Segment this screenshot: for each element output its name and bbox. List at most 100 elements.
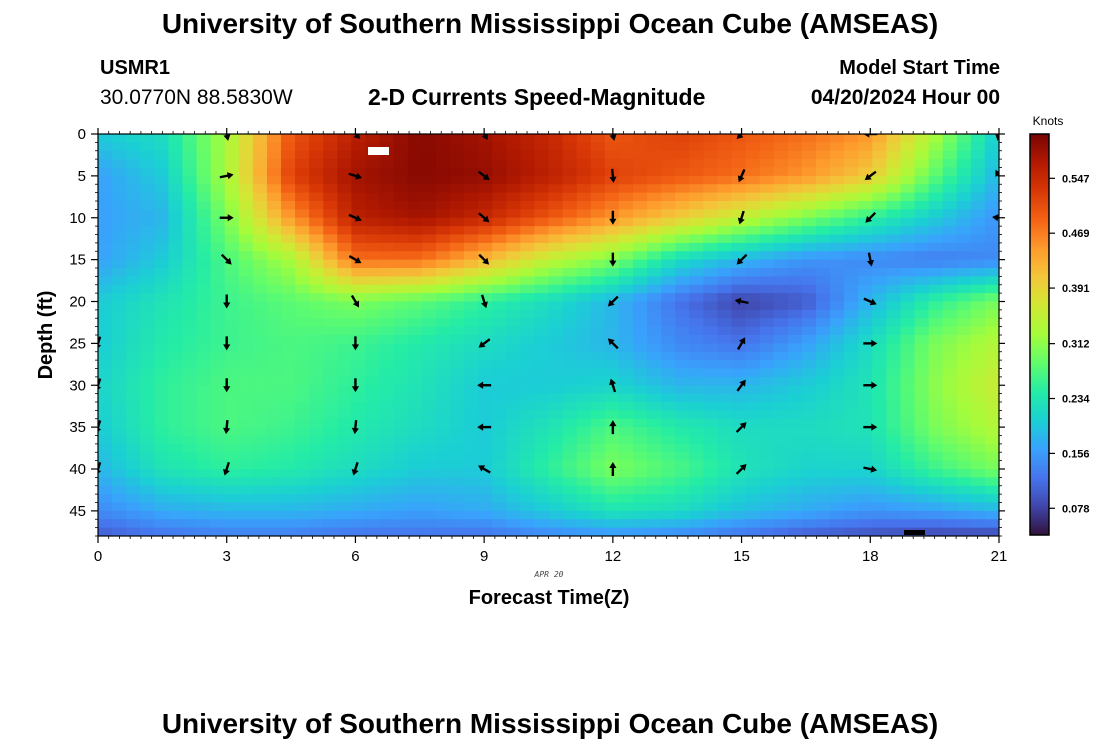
heatmap-cell: [787, 435, 803, 445]
heatmap-cell: [604, 485, 620, 495]
heatmap-cell: [759, 217, 775, 227]
heatmap-cell: [717, 335, 733, 344]
heatmap-cell: [604, 510, 620, 520]
heatmap-cell: [295, 268, 310, 277]
heatmap-cell: [745, 427, 761, 437]
heatmap-cell: [449, 527, 465, 536]
heatmap-cell: [337, 234, 353, 244]
heatmap-cell: [252, 268, 268, 277]
heatmap-cell: [295, 142, 310, 152]
heatmap-cell: [745, 175, 761, 185]
heatmap-cell: [984, 527, 999, 536]
heatmap-cell: [224, 150, 240, 160]
heatmap-cell: [492, 343, 507, 353]
heatmap-cell: [900, 293, 916, 303]
heatmap-cell: [182, 368, 198, 378]
heatmap-cell: [154, 217, 169, 227]
heatmap-cell: [351, 452, 367, 462]
arrow-head: [481, 134, 488, 141]
heatmap-cell: [604, 351, 620, 361]
heatmap-cell: [449, 284, 465, 294]
heatmap-cell: [576, 494, 592, 504]
heatmap-cell: [731, 259, 747, 269]
heatmap-cell: [196, 343, 212, 353]
heatmap-cell: [168, 167, 184, 177]
heatmap-cell: [787, 276, 803, 286]
colorbar-unit-label: Knots: [1033, 114, 1064, 128]
heatmap-cell: [661, 134, 676, 143]
heatmap-cell: [379, 309, 395, 319]
heatmap-cell: [618, 418, 634, 428]
heatmap-cell: [801, 251, 817, 261]
heatmap-cell: [520, 201, 536, 210]
heatmap-cell: [407, 276, 423, 286]
arrow-head: [737, 217, 745, 225]
heatmap-cell: [379, 494, 395, 504]
heatmap-cell: [309, 217, 324, 227]
heatmap-cell: [815, 293, 831, 303]
heatmap-cell: [731, 192, 747, 202]
heatmap-cell: [618, 326, 634, 336]
arrow-head: [354, 257, 362, 264]
heatmap-cell: [393, 527, 409, 536]
heatmap-cell: [731, 469, 747, 478]
heatmap-cell: [224, 217, 240, 227]
heatmap-cell: [393, 318, 409, 328]
heatmap-cell: [717, 242, 733, 252]
heatmap-cell: [872, 293, 887, 303]
heatmap-cell: [590, 234, 606, 244]
heatmap-cell: [984, 217, 999, 227]
heatmap-cell: [266, 251, 282, 261]
heatmap-cell: [379, 385, 395, 395]
heatmap-cell: [956, 192, 972, 202]
heatmap-cell: [224, 410, 240, 420]
heatmap-cell: [112, 351, 127, 361]
heatmap-cell: [661, 443, 676, 453]
heatmap-cell: [844, 519, 859, 529]
heatmap-cell: [379, 284, 395, 294]
heatmap-cell: [281, 309, 296, 319]
heatmap-cell: [703, 452, 719, 462]
heatmap-cell: [112, 368, 127, 378]
heatmap-cell: [140, 368, 155, 378]
heatmap-cell: [140, 393, 155, 403]
heatmap-cell: [309, 385, 324, 395]
heatmap-cell: [140, 510, 155, 520]
heatmap-cell: [647, 309, 662, 319]
heatmap-cell: [365, 226, 381, 236]
heatmap-cell: [238, 192, 254, 202]
heatmap-cell: [914, 217, 930, 227]
heatmap-cell: [464, 201, 479, 210]
heatmap-cell: [956, 142, 972, 152]
heatmap-cell: [815, 376, 831, 386]
heatmap-cell: [112, 150, 127, 160]
heatmap-cell: [464, 435, 479, 445]
heatmap-cell: [478, 226, 493, 236]
heatmap-cell: [379, 427, 395, 437]
heatmap-cell: [266, 326, 282, 336]
heatmap-cell: [140, 217, 155, 227]
heatmap-cell: [252, 293, 268, 303]
arrow-head: [609, 462, 617, 468]
heatmap-cell: [830, 326, 845, 336]
heatmap-cell: [520, 167, 536, 177]
heatmap-cell: [98, 209, 113, 219]
heatmap-cell: [703, 251, 719, 261]
heatmap-cell: [309, 368, 324, 378]
heatmap-cell: [351, 226, 367, 236]
arrow-head: [222, 468, 230, 476]
heatmap-cell: [323, 259, 338, 269]
heatmap-cell: [421, 418, 437, 428]
heatmap-cell: [112, 494, 127, 504]
heatmap-cell: [534, 502, 550, 512]
heatmap-cell: [295, 519, 310, 529]
heatmap-cell: [492, 418, 507, 428]
heatmap-cell: [576, 284, 592, 294]
heatmap-cell: [886, 527, 902, 536]
heatmap-cell: [379, 393, 395, 403]
heatmap-cell: [590, 201, 606, 210]
heatmap-cell: [872, 142, 887, 152]
heatmap-cell: [590, 284, 606, 294]
heatmap-cell: [984, 251, 999, 261]
heatmap-cell: [407, 502, 423, 512]
